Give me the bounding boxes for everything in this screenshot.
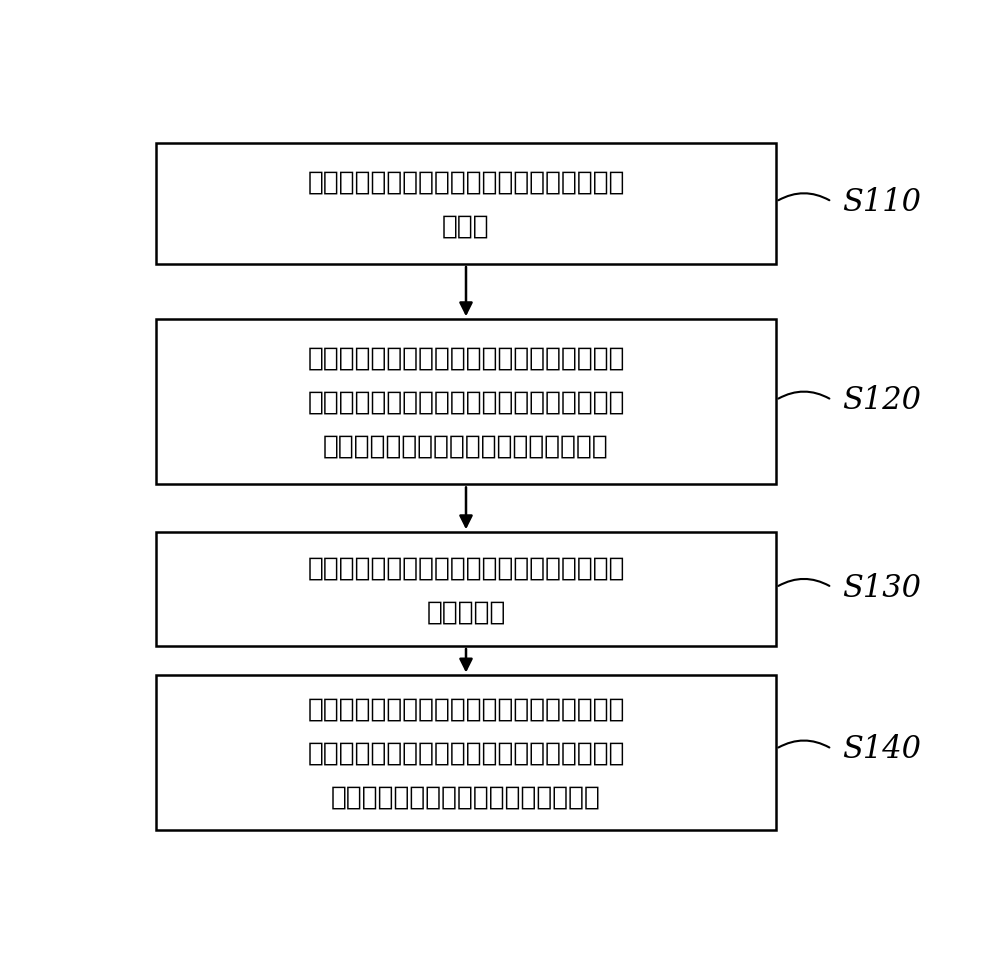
Text: 应腔室内的靶材和基片之间施加电离电压，使: 应腔室内的靶材和基片之间施加电离电压，使: [307, 390, 625, 416]
Text: 材，以使靶材的组成粒子沉积在基片上: 材，以使靶材的组成粒子沉积在基片上: [331, 783, 601, 810]
Text: 往反应腔室内通入原子量大于氩气的原子量惰: 往反应腔室内通入原子量大于氩气的原子量惰: [307, 170, 625, 195]
Text: 向反应腔室内施加磁场，以在磁场的作用下使: 向反应腔室内施加磁场，以在磁场的作用下使: [307, 696, 625, 721]
Bar: [156, 676, 776, 830]
Text: 惰性气体电离产生惰性气体离子轰击靶材: 惰性气体电离产生惰性气体离子轰击靶材: [323, 434, 609, 459]
Text: 性气体: 性气体: [442, 213, 490, 239]
Text: S140: S140: [842, 734, 921, 764]
Bar: [156, 320, 776, 485]
Text: S110: S110: [842, 187, 921, 218]
Text: S120: S120: [842, 385, 921, 416]
Bar: [156, 533, 776, 646]
Text: 在往反应腔室内通入惰性气体的过程中，在反: 在往反应腔室内通入惰性气体的过程中，在反: [307, 345, 625, 372]
Bar: [156, 144, 776, 265]
Text: 靶材电离产生的等离子体中的带电粒子轰击靶: 靶材电离产生的等离子体中的带电粒子轰击靶: [307, 740, 625, 766]
Text: S130: S130: [842, 572, 921, 603]
Text: 入惰性气体: 入惰性气体: [426, 598, 506, 624]
Text: 当反应腔室内气体压强达到预设值时，停止通: 当反应腔室内气体压强达到预设值时，停止通: [307, 555, 625, 580]
